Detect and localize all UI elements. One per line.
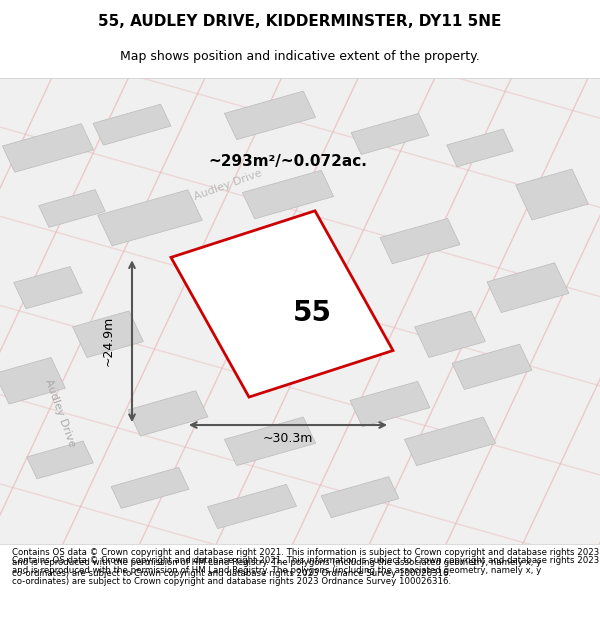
Text: Contains OS data © Crown copyright and database right 2021. This information is : Contains OS data © Crown copyright and d…	[12, 556, 599, 586]
Polygon shape	[98, 190, 202, 246]
Text: 55: 55	[293, 299, 331, 328]
Text: ~24.9m: ~24.9m	[101, 316, 115, 366]
Polygon shape	[242, 170, 334, 219]
Polygon shape	[26, 441, 94, 479]
Polygon shape	[128, 391, 208, 436]
Polygon shape	[321, 477, 399, 518]
Text: ~30.3m: ~30.3m	[263, 432, 313, 446]
Polygon shape	[224, 91, 316, 139]
Polygon shape	[208, 484, 296, 529]
Polygon shape	[350, 381, 430, 427]
Text: Audley Drive: Audley Drive	[43, 378, 77, 449]
Text: Audley Drive: Audley Drive	[193, 168, 263, 202]
Text: Map shows position and indicative extent of the property.: Map shows position and indicative extent…	[120, 50, 480, 62]
Polygon shape	[171, 211, 393, 397]
Polygon shape	[2, 124, 94, 172]
Polygon shape	[224, 417, 316, 466]
Polygon shape	[404, 417, 496, 466]
Polygon shape	[14, 267, 82, 309]
Polygon shape	[452, 344, 532, 389]
Polygon shape	[351, 114, 429, 154]
Polygon shape	[380, 218, 460, 264]
Text: ~293m²/~0.072ac.: ~293m²/~0.072ac.	[209, 154, 367, 169]
Polygon shape	[93, 104, 171, 145]
Polygon shape	[415, 311, 485, 358]
Polygon shape	[487, 262, 569, 312]
Text: 55, AUDLEY DRIVE, KIDDERMINSTER, DY11 5NE: 55, AUDLEY DRIVE, KIDDERMINSTER, DY11 5N…	[98, 14, 502, 29]
Polygon shape	[0, 357, 65, 404]
Polygon shape	[73, 311, 143, 358]
Polygon shape	[515, 169, 589, 220]
Polygon shape	[446, 129, 514, 167]
Text: Contains OS data © Crown copyright and database right 2021. This information is : Contains OS data © Crown copyright and d…	[12, 548, 599, 578]
Polygon shape	[111, 468, 189, 508]
Polygon shape	[38, 189, 106, 228]
